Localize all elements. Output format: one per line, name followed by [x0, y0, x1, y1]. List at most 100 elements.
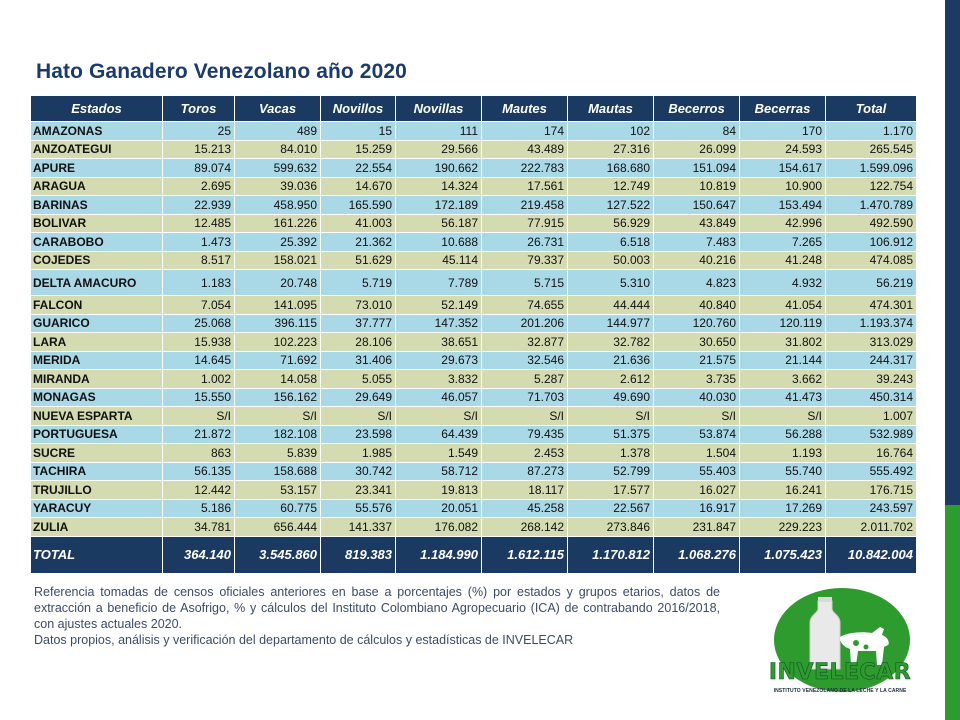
- side-accent-bar-blue: [945, 0, 960, 505]
- value-cell: 176.082: [395, 517, 482, 537]
- value-cell: 161.226: [234, 213, 321, 233]
- table-header-row: Estados Toros Vacas Novillos Novillas Mautes M…: [30, 95, 917, 122]
- state-name-cell: NUEVA ESPARTA: [30, 406, 163, 426]
- value-cell: 71.703: [481, 387, 568, 407]
- total-value-cell: 1.068.276: [653, 535, 740, 574]
- total-value-cell: 1.170.812: [567, 535, 654, 574]
- value-cell: 1.549: [395, 443, 482, 463]
- state-name-cell: GUARICO: [30, 313, 163, 333]
- value-cell: 102.223: [234, 332, 321, 352]
- value-cell: 127.522: [567, 195, 654, 215]
- value-cell: 25.392: [234, 232, 321, 252]
- table-row: CARABOBO 1.473 25.392 21.362 10.688 26.731 6.5…: [30, 232, 917, 252]
- column-header: Mautas: [567, 95, 654, 122]
- table-row: APURE 89.074 599.632 22.554 190.662 222.783 16…: [30, 158, 917, 178]
- value-cell: 229.223: [739, 517, 826, 537]
- reference-note: Referencia tomadas de censos oficiales a…: [34, 584, 720, 648]
- value-cell: S/I: [162, 406, 235, 426]
- value-cell: 7.054: [162, 295, 235, 315]
- value-cell: 1.193.374: [825, 313, 917, 333]
- value-cell: 77.915: [481, 213, 568, 233]
- total-value-cell: 3.545.860: [234, 535, 321, 574]
- value-cell: 1.007: [825, 406, 917, 426]
- value-cell: 17.577: [567, 480, 654, 500]
- state-name-cell: PORTUGUESA: [30, 424, 163, 444]
- state-name-cell: MIRANDA: [30, 369, 163, 389]
- value-cell: 122.754: [825, 176, 917, 196]
- value-cell: 15: [320, 121, 396, 141]
- value-cell: 19.813: [395, 480, 482, 500]
- cattle-table: Estados Toros Vacas Novillos Novillas Mautes M…: [30, 95, 917, 574]
- value-cell: 51.629: [320, 250, 396, 270]
- value-cell: 158.688: [234, 461, 321, 481]
- value-cell: 37.777: [320, 313, 396, 333]
- value-cell: 111: [395, 121, 482, 141]
- state-name-cell: COJEDES: [30, 250, 163, 270]
- value-cell: 120.119: [739, 313, 826, 333]
- value-cell: 1.473: [162, 232, 235, 252]
- value-cell: 170: [739, 121, 826, 141]
- value-cell: S/I: [567, 406, 654, 426]
- value-cell: 56.135: [162, 461, 235, 481]
- value-cell: 10.819: [653, 176, 740, 196]
- value-cell: 15.213: [162, 139, 235, 159]
- brand-name: INVELECAR: [768, 660, 912, 686]
- value-cell: 50.003: [567, 250, 654, 270]
- value-cell: 40.840: [653, 295, 740, 315]
- value-cell: 41.054: [739, 295, 826, 315]
- table-row: FALCON 7.054 141.095 73.010 52.149 74.655 44.4…: [30, 295, 917, 315]
- value-cell: 458.950: [234, 195, 321, 215]
- value-cell: 2.011.702: [825, 517, 917, 537]
- value-cell: 39.243: [825, 369, 917, 389]
- value-cell: S/I: [739, 406, 826, 426]
- column-header: Toros: [162, 95, 235, 122]
- value-cell: 1.470.789: [825, 195, 917, 215]
- value-cell: 14.324: [395, 176, 482, 196]
- state-name-cell: MONAGAS: [30, 387, 163, 407]
- value-cell: 56.288: [739, 424, 826, 444]
- value-cell: 10.900: [739, 176, 826, 196]
- value-cell: 23.341: [320, 480, 396, 500]
- value-cell: 25.068: [162, 313, 235, 333]
- value-cell: 20.051: [395, 498, 482, 518]
- value-cell: 474.301: [825, 295, 917, 315]
- value-cell: 150.647: [653, 195, 740, 215]
- value-cell: 15.938: [162, 332, 235, 352]
- value-cell: 8.517: [162, 250, 235, 270]
- value-cell: 26.099: [653, 139, 740, 159]
- value-cell: 156.162: [234, 387, 321, 407]
- value-cell: 656.444: [234, 517, 321, 537]
- value-cell: 201.206: [481, 313, 568, 333]
- value-cell: 5.055: [320, 369, 396, 389]
- column-header: Becerros: [653, 95, 740, 122]
- reference-note-credit: Datos propios, análisis y verificación d…: [34, 633, 574, 647]
- value-cell: 25: [162, 121, 235, 141]
- value-cell: 56.929: [567, 213, 654, 233]
- value-cell: 30.742: [320, 461, 396, 481]
- value-cell: 489: [234, 121, 321, 141]
- value-cell: 243.597: [825, 498, 917, 518]
- total-value-cell: 364.140: [162, 535, 235, 574]
- value-cell: 46.057: [395, 387, 482, 407]
- value-cell: 52.149: [395, 295, 482, 315]
- table-row: COJEDES 8.517 158.021 51.629 45.114 79.337 50.…: [30, 250, 917, 270]
- value-cell: 56.187: [395, 213, 482, 233]
- value-cell: 16.027: [653, 480, 740, 500]
- value-cell: 43.489: [481, 139, 568, 159]
- value-cell: 22.567: [567, 498, 654, 518]
- table-row: DELTA AMACURO 1.183 20.748 5.719 7.789 5.715 5…: [30, 269, 917, 296]
- value-cell: 41.473: [739, 387, 826, 407]
- page-title: Hato Ganadero Venezolano año 2020: [36, 60, 407, 83]
- value-cell: 41.003: [320, 213, 396, 233]
- value-cell: 29.566: [395, 139, 482, 159]
- value-cell: 474.085: [825, 250, 917, 270]
- value-cell: 5.839: [234, 443, 321, 463]
- table-row: BARINAS 22.939 458.950 165.590 172.189 219.45…: [30, 195, 917, 215]
- value-cell: 174: [481, 121, 568, 141]
- table-total-row: TOTAL 364.140 3.545.860 819.383 1.184.990 1.6…: [30, 535, 917, 574]
- value-cell: 273.846: [567, 517, 654, 537]
- value-cell: 49.690: [567, 387, 654, 407]
- total-value-cell: 1.184.990: [395, 535, 482, 574]
- value-cell: 21.636: [567, 350, 654, 370]
- state-name-cell: TACHIRA: [30, 461, 163, 481]
